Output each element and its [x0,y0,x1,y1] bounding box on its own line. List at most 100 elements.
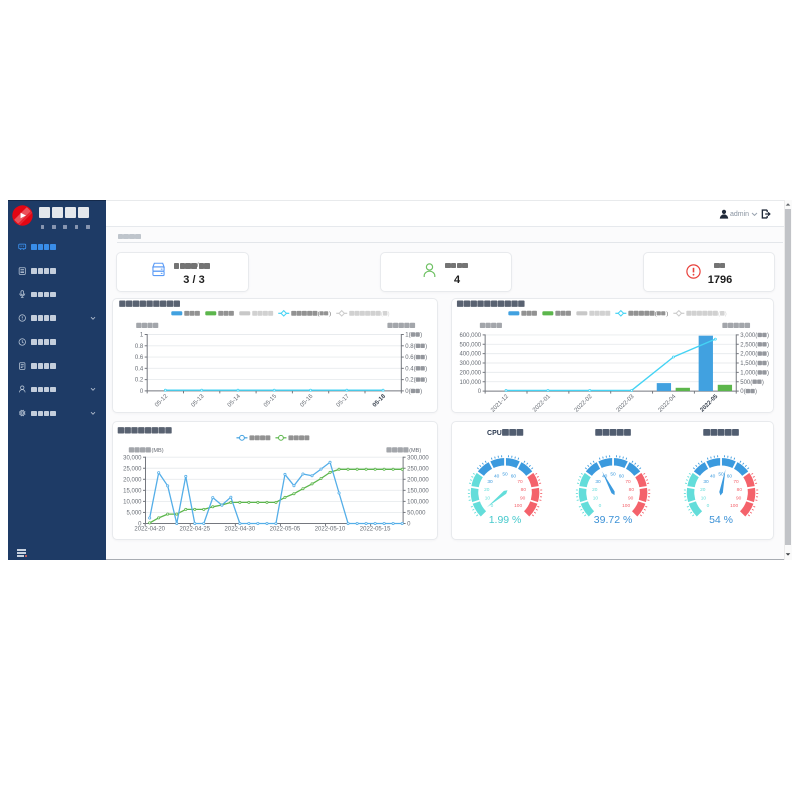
svg-text:(: ( [718,311,720,317]
svg-text:): ) [767,370,769,376]
svg-text:80: 80 [520,487,526,493]
svg-text:15,000: 15,000 [123,488,142,494]
svg-text:1: 1 [140,332,144,338]
svg-text:20: 20 [484,487,490,493]
svg-text:70: 70 [733,479,739,485]
svg-text:0: 0 [477,389,481,395]
svg-text:30: 30 [595,479,601,485]
svg-text:50: 50 [610,472,616,478]
svg-text:0.8(: 0.8( [406,343,416,349]
svg-text:10: 10 [592,496,598,502]
svg-text:(MB): (MB) [409,448,421,454]
svg-text:05-13: 05-13 [191,393,207,409]
svg-text:20: 20 [592,487,598,493]
svg-text:): ) [425,343,427,349]
svg-text:1.99 %: 1.99 % [488,514,521,526]
svg-text:05-12: 05-12 [155,393,171,409]
svg-text:100: 100 [730,503,738,509]
svg-text:500,000: 500,000 [459,342,481,348]
svg-text:0: 0 [490,503,493,509]
svg-text:20: 20 [700,487,706,493]
svg-text:): ) [724,311,726,317]
svg-text:1(: 1( [406,332,411,338]
svg-text:): ) [666,311,668,317]
svg-text:05-14: 05-14 [227,393,243,409]
svg-text:0: 0 [138,522,142,528]
svg-text:): ) [767,351,769,357]
svg-text:2022-04-30: 2022-04-30 [225,527,256,533]
svg-text:): ) [420,332,422,338]
svg-text:30: 30 [487,479,493,485]
svg-text:50: 50 [502,472,508,478]
svg-text:25,000: 25,000 [123,466,142,472]
svg-text:0.8: 0.8 [135,343,144,349]
svg-text:): ) [755,389,757,395]
svg-text:(MB): (MB) [152,448,164,454]
svg-text:40: 40 [710,474,716,480]
svg-text:10,000: 10,000 [123,499,142,505]
svg-text:): ) [767,342,769,348]
svg-text:): ) [425,355,427,361]
svg-text:): ) [767,361,769,367]
svg-text:30: 30 [703,479,709,485]
svg-text:2022-03: 2022-03 [615,393,635,413]
svg-text:70: 70 [625,479,631,485]
svg-text:0: 0 [140,388,144,394]
svg-text:1,500(: 1,500( [740,361,757,367]
svg-text:0.4(: 0.4( [406,366,416,372]
svg-text:60: 60 [726,474,732,480]
svg-text:2022-04: 2022-04 [657,393,677,413]
svg-text:0(: 0( [740,389,745,395]
svg-text:): ) [420,388,422,394]
svg-text:10: 10 [484,496,490,502]
svg-text:): ) [425,366,427,372]
svg-text:60: 60 [510,474,516,480]
svg-text:100: 100 [514,503,522,509]
svg-text:40: 40 [494,474,500,480]
svg-text:): ) [767,333,769,339]
svg-text:05-17: 05-17 [336,393,352,409]
svg-text:300,000: 300,000 [407,455,429,461]
svg-text:50,000: 50,000 [407,510,426,516]
svg-text:150,000: 150,000 [407,488,429,494]
svg-text:2022-01: 2022-01 [532,393,552,413]
svg-text:500(: 500( [740,379,752,385]
svg-text:05-16: 05-16 [300,393,316,409]
svg-text:200,000: 200,000 [459,370,481,376]
svg-text:0: 0 [598,503,601,509]
svg-text:2022-05: 2022-05 [699,393,719,413]
svg-text:200,000: 200,000 [407,477,429,483]
svg-text:0.2(: 0.2( [406,377,416,383]
svg-text:2022-05-10: 2022-05-10 [315,527,346,533]
svg-text:0.6: 0.6 [135,355,144,361]
svg-text:80: 80 [628,487,634,493]
svg-text:2022-02: 2022-02 [573,393,593,413]
svg-text:54 %: 54 % [709,514,733,526]
svg-text:0.4: 0.4 [135,366,144,372]
svg-text:100,000: 100,000 [407,499,429,505]
svg-text:30,000: 30,000 [123,455,142,461]
svg-text:80: 80 [736,487,742,493]
svg-text:90: 90 [520,496,526,502]
svg-text:05-15: 05-15 [263,393,279,409]
svg-text:): ) [388,311,390,317]
svg-text:1,000(: 1,000( [740,370,757,376]
svg-text:(: ( [318,311,320,317]
svg-text:90: 90 [736,496,742,502]
svg-text:3,000(: 3,000( [740,333,757,339]
svg-text:2022-04-25: 2022-04-25 [180,527,211,533]
svg-text:39.72 %: 39.72 % [593,514,632,526]
svg-text:05-18: 05-18 [372,393,388,409]
svg-text:2022-05-05: 2022-05-05 [270,527,301,533]
svg-text:0.2: 0.2 [135,377,144,383]
svg-text:400,000: 400,000 [459,351,481,357]
svg-text:50: 50 [718,472,724,478]
svg-text:2,000(: 2,000( [740,351,757,357]
svg-text:600,000: 600,000 [459,333,481,339]
svg-text:10: 10 [700,496,706,502]
svg-text:2022-05-15: 2022-05-15 [360,527,391,533]
svg-text:0: 0 [407,522,411,528]
svg-text:100,000: 100,000 [459,379,481,385]
svg-text:): ) [330,311,332,317]
svg-text:250,000: 250,000 [407,466,429,472]
